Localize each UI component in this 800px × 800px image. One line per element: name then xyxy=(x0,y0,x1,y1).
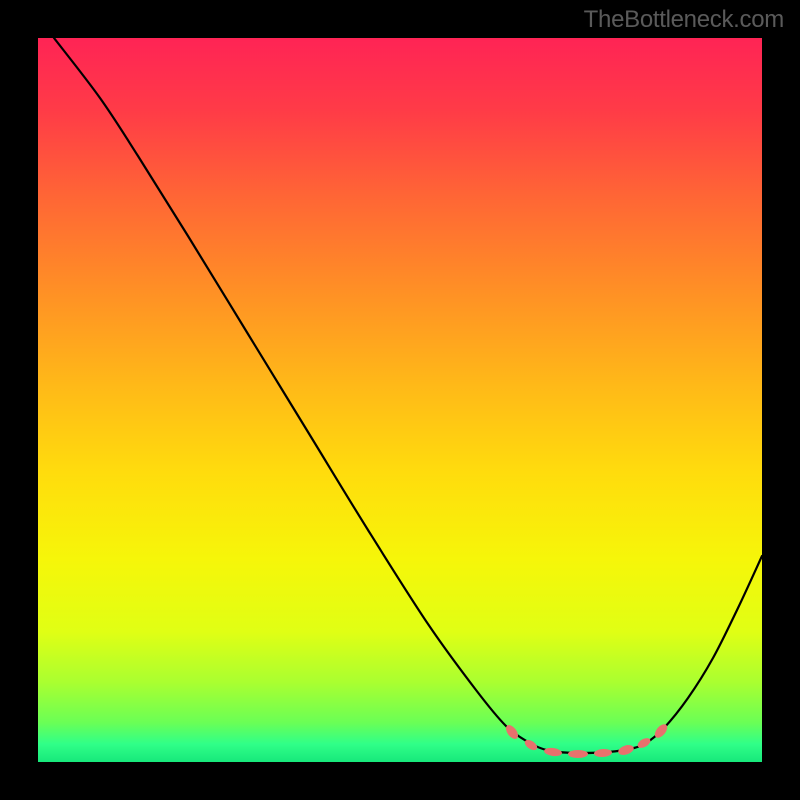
chart-frame: TheBottleneck.com xyxy=(0,0,800,800)
plot-area xyxy=(38,38,762,762)
gradient-background xyxy=(38,38,762,762)
plot-svg xyxy=(38,38,762,762)
watermark-text: TheBottleneck.com xyxy=(584,6,784,34)
optimum-marker xyxy=(568,750,588,758)
